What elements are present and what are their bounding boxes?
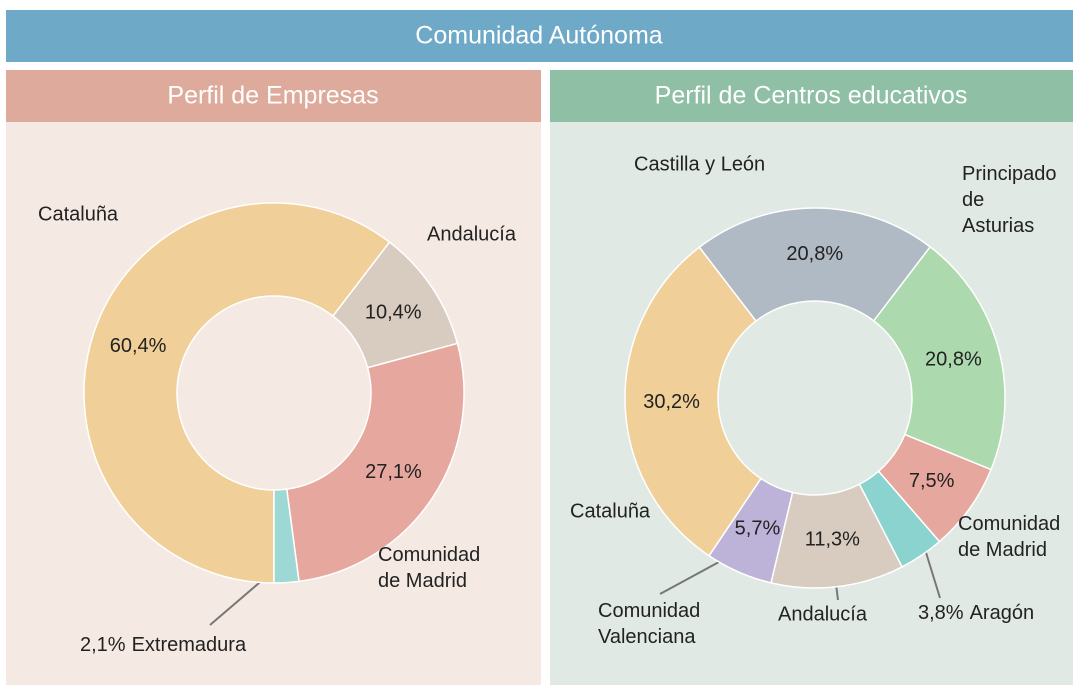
panel-left-header (6, 70, 541, 122)
value-label: 20,8% (786, 243, 843, 265)
panel-right-header (550, 70, 1073, 122)
value-label: 27,1% (365, 461, 422, 483)
category-label: Cataluña (38, 203, 119, 225)
donut-slice (273, 488, 300, 584)
value-label: 30,2% (643, 391, 700, 413)
donut-slice (285, 342, 465, 583)
value-label: 5,7% (735, 518, 781, 540)
slice-label: 2,1% Extremadura (80, 634, 247, 656)
category-label: Andalucía (778, 603, 868, 625)
donut-slice (83, 202, 391, 584)
value-label: 10,4% (365, 301, 422, 323)
category-label: Comunidad de Madrid (958, 513, 1066, 561)
value-label: 3,8% (918, 602, 964, 624)
value-label: 11,3% (805, 529, 860, 551)
value-label: 2,1% (80, 634, 126, 656)
category-label: Comunidad de Madrid (378, 544, 486, 592)
category-label: Extremadura (132, 634, 247, 656)
panel-title: Perfil de Empresas (167, 82, 378, 110)
header-title: Comunidad Autónoma (415, 22, 662, 50)
donut-slice (698, 207, 932, 323)
panel-title: Perfil de Centros educativos (655, 82, 968, 110)
header-band (6, 10, 1073, 62)
category-label: Cataluña (570, 500, 651, 522)
category-label: Principado de Asturias (962, 163, 1062, 237)
donut-slice (872, 245, 1006, 471)
value-label: 7,5% (909, 470, 955, 492)
category-label: Aragón (970, 602, 1035, 624)
donut-slice (624, 246, 762, 557)
leader-line (923, 545, 941, 599)
category-label: Comunidad Valenciana (598, 600, 706, 648)
slice-label: 3,8% Aragón (918, 602, 1034, 624)
category-label: Castilla y León (634, 153, 765, 175)
value-label: 60,4% (110, 335, 167, 357)
category-label: Andalucía (427, 223, 517, 245)
value-label: 20,8% (925, 348, 982, 370)
